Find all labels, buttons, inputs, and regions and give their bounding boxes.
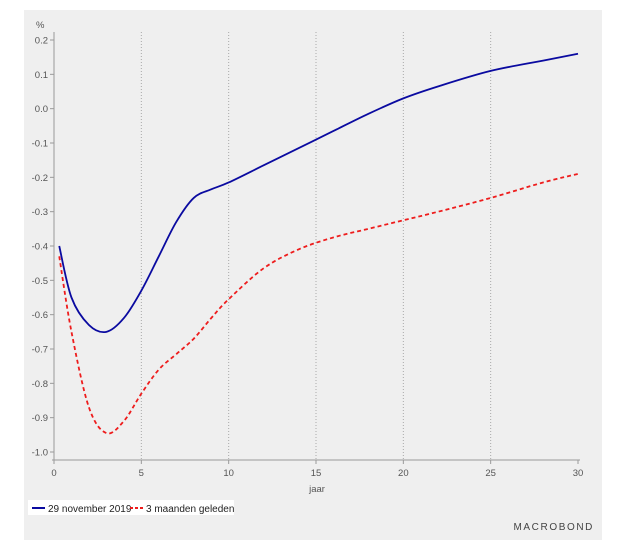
y-tick-label: -0.2 bbox=[32, 173, 48, 184]
x-tick-label: 15 bbox=[311, 468, 322, 479]
y-tick-label: -0.9 bbox=[32, 413, 48, 424]
y-tick-label: -0.4 bbox=[32, 242, 48, 253]
x-tick-label: 20 bbox=[398, 468, 409, 479]
y-tick-label: 0.1 bbox=[35, 70, 48, 81]
y-tick-label: -0.1 bbox=[32, 139, 48, 150]
legend-label-series-1: 29 november 2019 bbox=[48, 504, 132, 515]
grid-layer bbox=[52, 32, 580, 461]
series-line-1 bbox=[58, 52, 579, 333]
y-axis-ticks: 0.2 0.1 0.0 -0.1 -0.2 -0.3 -0.4 -0.5 -0.6 -0.7 -0.… bbox=[32, 36, 54, 459]
x-tick-label: 5 bbox=[139, 468, 144, 479]
y-tick-label: -1.0 bbox=[32, 448, 48, 459]
y-tick-label: -0.8 bbox=[32, 379, 48, 390]
y-tick-label: -0.6 bbox=[32, 310, 48, 321]
brand-logo: MACROBOND bbox=[513, 522, 594, 533]
y-tick-label: -0.7 bbox=[32, 345, 48, 356]
line-chart: % 0.2 0.1 0.0 -0.1 -0.2 -0.3 -0.4 -0.5 -0.6 -0.7 -… bbox=[28, 20, 594, 533]
brand-logo-text: MACROBOND bbox=[513, 522, 594, 533]
legend-label-series-2: 3 maanden geleden bbox=[146, 504, 234, 515]
y-tick-label: 0.2 bbox=[35, 36, 48, 47]
y-tick-label: 0.0 bbox=[35, 104, 48, 115]
series-layer bbox=[58, 52, 579, 435]
x-tick-label: 0 bbox=[51, 468, 56, 479]
x-axis-title: jaar bbox=[308, 484, 325, 495]
y-axis-title: % bbox=[36, 20, 45, 31]
x-tick-label: 10 bbox=[223, 468, 234, 479]
chart-frame: % 0.2 0.1 0.0 -0.1 -0.2 -0.3 -0.4 -0.5 -0.6 -0.7 -… bbox=[24, 10, 602, 540]
y-tick-label: -0.5 bbox=[32, 276, 48, 287]
x-axis-ticks: 0 5 10 15 20 25 30 bbox=[51, 460, 583, 479]
y-tick-label: -0.3 bbox=[32, 207, 48, 218]
series-line-2 bbox=[58, 173, 579, 435]
x-tick-label: 25 bbox=[485, 468, 496, 479]
legend: 29 november 2019 3 maanden geleden bbox=[28, 500, 234, 515]
x-tick-label: 30 bbox=[573, 468, 584, 479]
